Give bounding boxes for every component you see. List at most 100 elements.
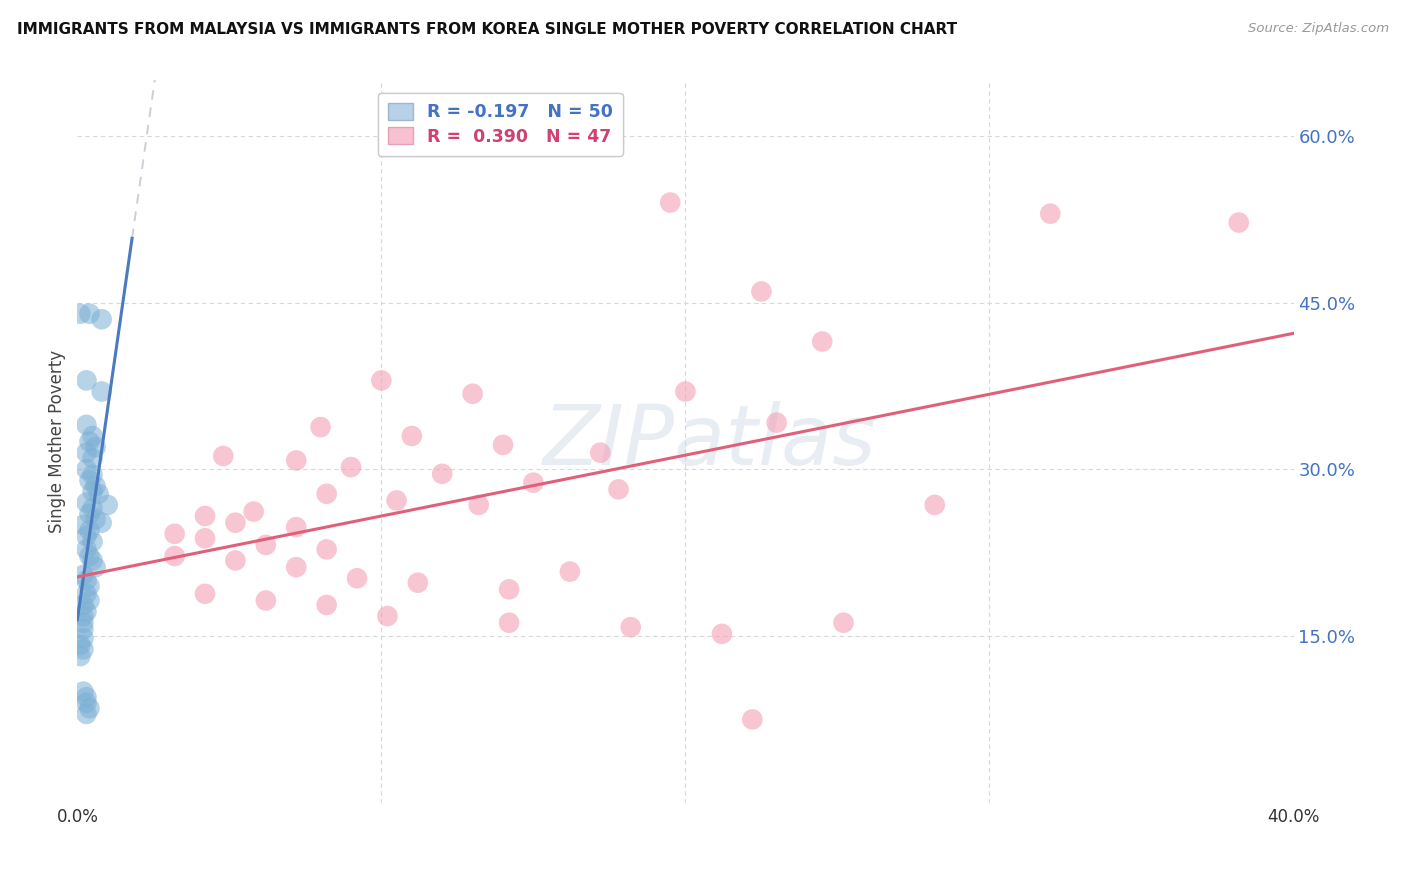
Point bbox=[75, 574, 97, 588]
Legend: R = -0.197   N = 50, R =  0.390   N = 47: R = -0.197 N = 50, R = 0.390 N = 47 bbox=[378, 93, 623, 156]
Point bbox=[79, 524, 101, 538]
Point bbox=[79, 507, 101, 521]
Point bbox=[75, 605, 97, 619]
Point bbox=[90, 312, 112, 326]
Point bbox=[82, 484, 104, 499]
Point bbox=[285, 520, 308, 534]
Point bbox=[79, 701, 101, 715]
Point bbox=[224, 553, 246, 567]
Point bbox=[589, 445, 612, 459]
Point bbox=[87, 487, 110, 501]
Point bbox=[498, 615, 520, 630]
Point bbox=[607, 483, 630, 497]
Point bbox=[461, 386, 484, 401]
Point bbox=[385, 493, 408, 508]
Point bbox=[194, 531, 217, 545]
Point bbox=[522, 475, 544, 490]
Point bbox=[315, 598, 337, 612]
Point bbox=[285, 453, 308, 467]
Point bbox=[194, 508, 217, 523]
Point bbox=[75, 706, 97, 721]
Point bbox=[242, 505, 264, 519]
Point bbox=[370, 373, 392, 387]
Point bbox=[75, 690, 97, 705]
Point bbox=[69, 638, 91, 652]
Point bbox=[90, 384, 112, 399]
Point bbox=[72, 623, 94, 637]
Point bbox=[751, 285, 773, 299]
Text: Source: ZipAtlas.com: Source: ZipAtlas.com bbox=[1249, 22, 1389, 36]
Point bbox=[741, 713, 763, 727]
Point bbox=[84, 512, 107, 526]
Point bbox=[224, 516, 246, 530]
Point bbox=[72, 632, 94, 646]
Point bbox=[75, 445, 97, 459]
Point bbox=[710, 627, 733, 641]
Point bbox=[346, 571, 368, 585]
Point bbox=[82, 534, 104, 549]
Point bbox=[72, 642, 94, 657]
Point bbox=[212, 449, 235, 463]
Point bbox=[467, 498, 489, 512]
Point bbox=[163, 549, 186, 563]
Point bbox=[309, 420, 332, 434]
Point bbox=[765, 416, 787, 430]
Point bbox=[558, 565, 581, 579]
Point bbox=[254, 538, 277, 552]
Point bbox=[82, 429, 104, 443]
Point bbox=[84, 440, 107, 454]
Point bbox=[69, 649, 91, 664]
Point bbox=[315, 542, 337, 557]
Point bbox=[75, 542, 97, 557]
Point bbox=[1227, 216, 1250, 230]
Point bbox=[72, 684, 94, 698]
Point bbox=[924, 498, 946, 512]
Point bbox=[82, 451, 104, 466]
Point bbox=[75, 587, 97, 601]
Point bbox=[75, 417, 97, 432]
Point bbox=[401, 429, 423, 443]
Point bbox=[75, 462, 97, 476]
Point bbox=[72, 609, 94, 624]
Point bbox=[254, 593, 277, 607]
Point bbox=[79, 474, 101, 488]
Point bbox=[832, 615, 855, 630]
Point bbox=[69, 307, 91, 321]
Point bbox=[811, 334, 834, 349]
Point bbox=[285, 560, 308, 574]
Point bbox=[194, 587, 217, 601]
Point bbox=[82, 467, 104, 482]
Point bbox=[72, 517, 94, 532]
Point bbox=[97, 498, 120, 512]
Point bbox=[79, 434, 101, 449]
Point bbox=[72, 598, 94, 612]
Point bbox=[492, 438, 515, 452]
Point bbox=[75, 529, 97, 543]
Text: ZIPatlas: ZIPatlas bbox=[543, 401, 876, 482]
Point bbox=[315, 487, 337, 501]
Point bbox=[340, 460, 363, 475]
Point bbox=[163, 526, 186, 541]
Point bbox=[84, 479, 107, 493]
Point bbox=[79, 593, 101, 607]
Point bbox=[75, 373, 97, 387]
Point bbox=[620, 620, 643, 634]
Point bbox=[377, 609, 399, 624]
Point bbox=[430, 467, 453, 481]
Point bbox=[75, 496, 97, 510]
Text: IMMIGRANTS FROM MALAYSIA VS IMMIGRANTS FROM KOREA SINGLE MOTHER POVERTY CORRELAT: IMMIGRANTS FROM MALAYSIA VS IMMIGRANTS F… bbox=[17, 22, 957, 37]
Point bbox=[659, 195, 682, 210]
Point bbox=[82, 553, 104, 567]
Y-axis label: Single Mother Poverty: Single Mother Poverty bbox=[48, 350, 66, 533]
Point bbox=[75, 696, 97, 710]
Point bbox=[406, 575, 429, 590]
Point bbox=[79, 307, 101, 321]
Point bbox=[498, 582, 520, 597]
Point bbox=[84, 560, 107, 574]
Point bbox=[72, 568, 94, 582]
Point bbox=[675, 384, 697, 399]
Point bbox=[79, 549, 101, 563]
Point bbox=[90, 516, 112, 530]
Point bbox=[1039, 207, 1062, 221]
Point bbox=[72, 615, 94, 630]
